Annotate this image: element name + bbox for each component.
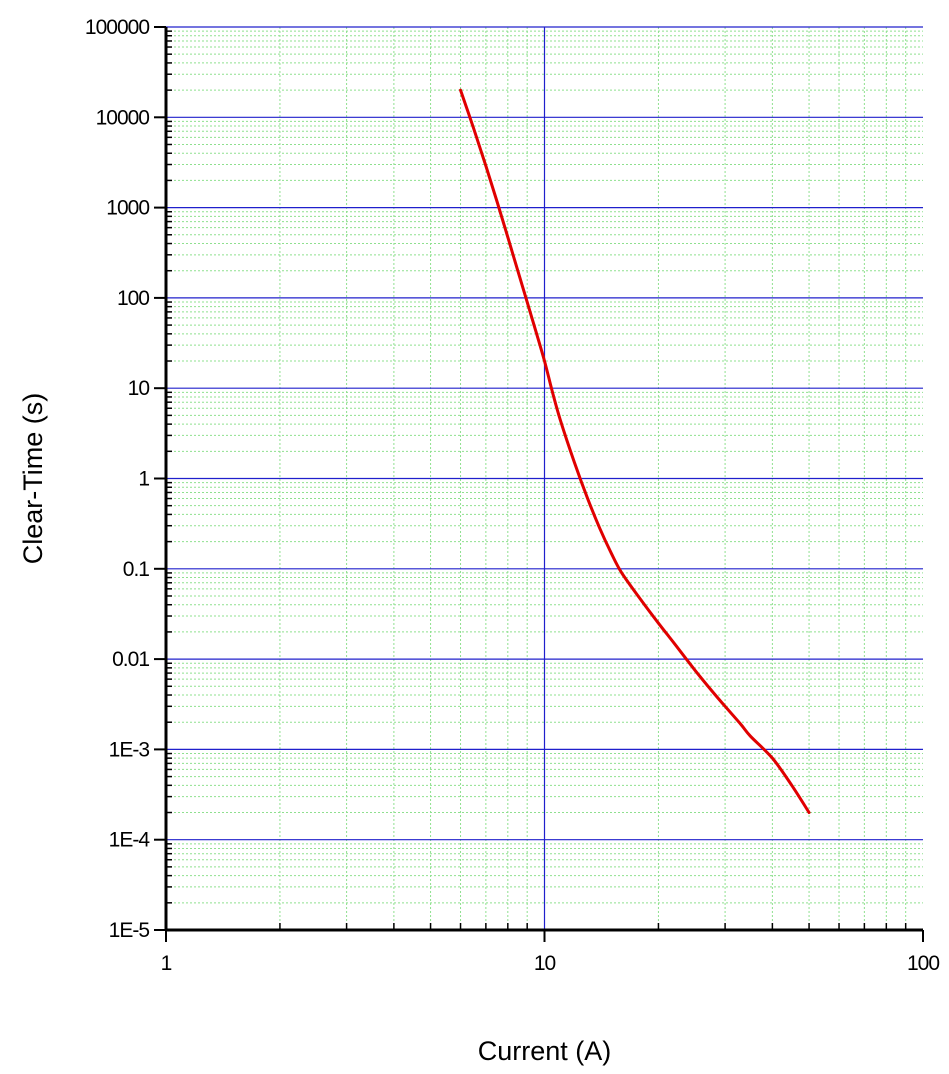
y-tick-label: 10 [128,377,150,400]
y-tick-label: 1 [138,468,149,491]
series-layer [459,88,811,815]
y-tick-label: 1000 [106,197,149,220]
y-axis-title: Clear-Time (s) [18,393,48,565]
y-tick-label: 100 [117,287,149,310]
y-tick-label: 1E-4 [109,829,151,852]
minor-grid [166,27,923,930]
y-tick-label: 0.1 [123,558,150,581]
x-tick-label: 100 [907,952,939,975]
series-line [459,88,811,815]
y-tick-label: 1E-5 [109,919,150,942]
x-tick-label: 10 [534,952,556,975]
x-tick-labels: 1 10 100 [161,952,941,975]
y-tick-label: 0.01 [112,648,149,671]
y-tick-labels: 1E-5 1E-4 1E-3 0.01 0.1 1 10 100 1000 10000 100000 [85,16,151,942]
y-tick-label: 10000 [96,106,150,129]
x-axis-title: Current (A) [478,1036,612,1066]
major-grid [166,26,923,930]
y-tick-label: 100000 [85,16,149,39]
y-tick-label: 1E-3 [109,738,150,761]
x-tick-label: 1 [161,952,172,975]
tick-marks [154,26,924,942]
